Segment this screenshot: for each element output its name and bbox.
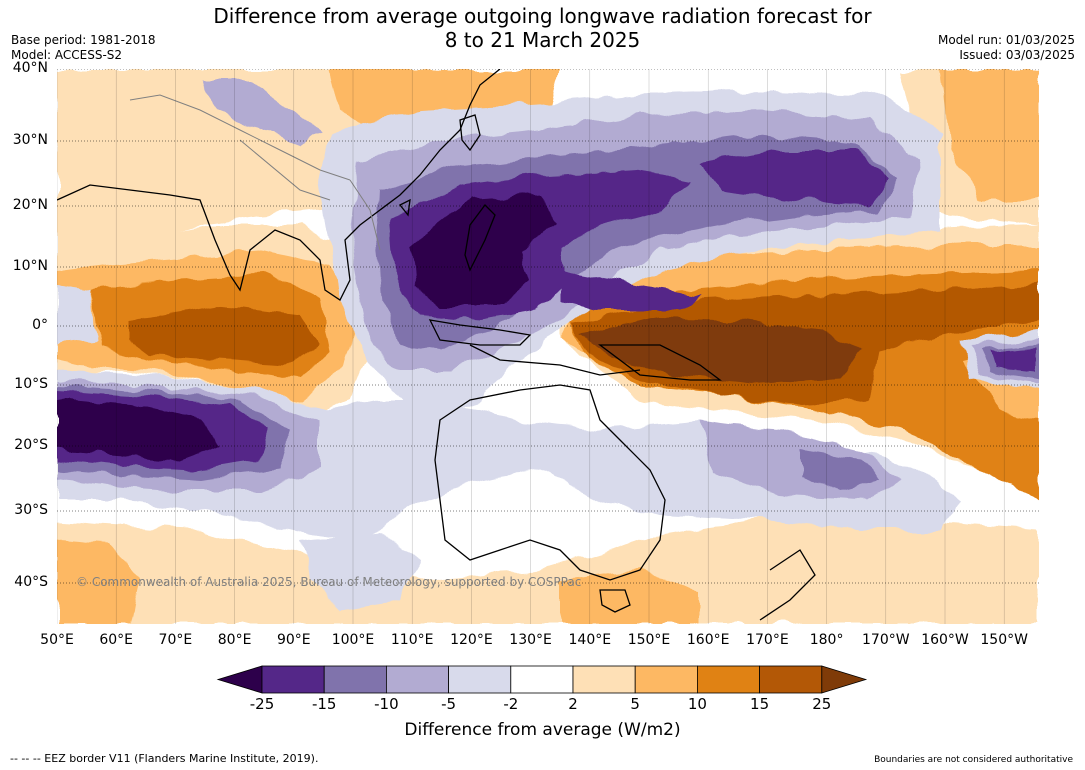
longitude-label: 160°W [921, 632, 969, 648]
colorbar-bin [385, 665, 449, 694]
anomaly-region [990, 348, 1035, 372]
anomaly-region [57, 520, 1039, 624]
anomaly-field [57, 69, 1039, 624]
anomaly-region [560, 570, 700, 624]
title-line-1: Difference from average outgoing longwav… [213, 4, 872, 28]
eez-legend: -- -- -- EEZ border V11 (Flanders Marine… [10, 752, 319, 765]
longitude-label: 60°E [99, 632, 134, 648]
colorbar-tick-label: -5 [441, 695, 457, 713]
meta-left: Base period: 1981-2018 Model: ACCESS-S2 [11, 33, 156, 63]
longitude-gridlines [57, 69, 1005, 624]
longitude-label: 180° [809, 632, 844, 648]
colorbar-bin [759, 665, 823, 694]
latitude-label: 10°S [14, 376, 48, 392]
colorbar-tick-label: 2 [568, 695, 578, 713]
longitude-label: 130°E [509, 632, 552, 648]
colorbar-bin [572, 665, 636, 694]
colorbar-tick-label: -10 [374, 695, 399, 713]
longitude-label: 120°E [450, 632, 493, 648]
colorbar-tick-label: 10 [687, 695, 707, 713]
meta-right: Model run: 01/03/2025 Issued: 03/03/2025 [938, 33, 1075, 63]
longitude-label: 70°E [158, 632, 193, 648]
latitude-label: 30°N [12, 132, 48, 148]
longitude-label: 160°E [686, 632, 730, 648]
longitude-label: 50°E [40, 632, 74, 648]
colorbar-label: Difference from average (W/m2) [404, 720, 681, 740]
longitude-label: 100°E [331, 632, 375, 648]
boundary-disclaimer: Boundaries are not considered authoritat… [874, 755, 1073, 765]
colorbar-max-arrow [821, 665, 868, 694]
colorbar-tick-label: -25 [249, 695, 275, 713]
base-period: Base period: 1981-2018 [11, 33, 156, 47]
colorbar-bin [261, 665, 325, 694]
latitude-label: 10°N [12, 258, 48, 274]
longitude-label: 110°E [390, 632, 434, 648]
model-run: Model run: 01/03/2025 [937, 33, 1075, 47]
copyright-notice: © Commonwealth of Australia 2025, Bureau… [76, 575, 582, 589]
anomaly-region [57, 285, 95, 345]
colorbar-min-arrow [216, 665, 263, 694]
coastlines [57, 69, 816, 621]
colorbar-bin [448, 665, 512, 694]
anomaly-region [410, 195, 560, 305]
colorbar-tick-label: 25 [812, 695, 832, 713]
colorbar [216, 665, 868, 694]
anomaly-region [940, 69, 1039, 200]
colorbar-bin [634, 665, 698, 694]
anomaly-region [200, 80, 320, 145]
issued-date: Issued: 03/03/2025 [959, 48, 1075, 62]
anomaly-region [57, 400, 220, 460]
longitude-label: 150°W [980, 632, 1028, 648]
anomaly-region [130, 305, 320, 365]
colorbar-bin [323, 665, 387, 694]
anomaly-region [580, 318, 860, 385]
latitude-label: 40°N [12, 60, 48, 76]
anomaly-region [800, 450, 880, 490]
colorbar-tick-label: -15 [311, 695, 337, 713]
longitude-label: 140°E [568, 632, 612, 648]
longitude-label: 170°E [746, 632, 789, 648]
latitude-label: 40°S [14, 574, 48, 590]
longitude-label: 90°E [276, 632, 311, 648]
anomaly-region [57, 540, 140, 624]
latitude-label: 20°N [12, 197, 48, 213]
model-name: Model: ACCESS-S2 [11, 48, 123, 62]
latitude-label: 0° [32, 317, 48, 333]
latitude-label: 30°S [14, 502, 48, 518]
colorbar-bin [697, 665, 761, 694]
anomaly-region [300, 530, 420, 610]
colorbar-tick-label: -2 [503, 695, 519, 713]
longitude-label: 150°E [627, 632, 671, 648]
country-borders [129, 94, 381, 251]
longitude-label: 170°W [862, 632, 910, 648]
colorbar-tick-label: 15 [750, 695, 770, 713]
latitude-label: 20°S [14, 437, 48, 453]
anomaly-region [560, 270, 700, 310]
anomaly-region [700, 150, 890, 205]
title-line-2: 8 to 21 March 2025 [444, 28, 641, 52]
colorbar-bin [510, 665, 574, 694]
colorbar-tick-label: 5 [630, 695, 640, 713]
map-title: Difference from average outgoing longwav… [0, 4, 1085, 52]
longitude-label: 80°E [217, 632, 252, 648]
